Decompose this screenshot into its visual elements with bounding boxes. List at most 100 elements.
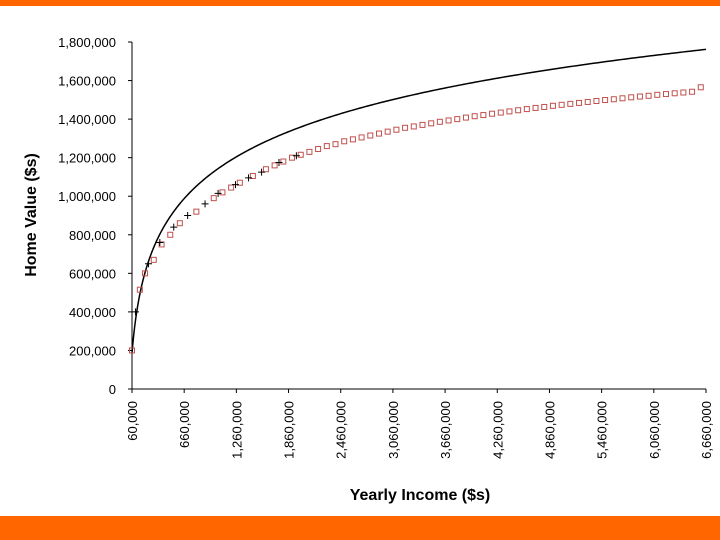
data-point <box>489 110 496 117</box>
data-point <box>358 134 365 141</box>
y-tick-label: 800,000 <box>69 228 116 243</box>
x-tick-label: 3,660,000 <box>438 401 453 459</box>
cross-point <box>156 238 164 246</box>
data-point <box>402 124 409 131</box>
data-point <box>176 220 183 227</box>
data-point <box>541 103 548 110</box>
data-point <box>271 162 278 169</box>
data-point <box>142 270 149 277</box>
data-point <box>280 158 287 165</box>
y-tick-label: 1,400,000 <box>58 112 116 127</box>
data-point <box>210 195 217 202</box>
y-tick-label: 200,000 <box>69 343 116 358</box>
cross-points <box>131 152 300 316</box>
data-point <box>671 90 678 97</box>
x-tick-label: 4,260,000 <box>490 401 505 459</box>
y-axis-title: Home Value ($s) <box>23 153 40 277</box>
data-point <box>654 91 661 98</box>
data-point <box>436 118 443 125</box>
cross-point <box>201 200 209 208</box>
bottom-accent-bar <box>0 516 720 540</box>
cross-point <box>184 212 192 219</box>
data-point <box>236 179 243 186</box>
data-point <box>219 189 226 196</box>
cross-point <box>131 308 139 316</box>
x-tick-label: 2,460,000 <box>334 401 349 459</box>
data-point <box>645 92 652 99</box>
data-point <box>636 93 643 100</box>
data-point <box>697 84 704 91</box>
data-point <box>584 98 591 105</box>
x-tick-label: 6,060,000 <box>647 401 662 459</box>
y-tick-label: 0 <box>109 382 116 397</box>
x-tick-label: 6,660,000 <box>699 401 714 459</box>
data-point <box>567 100 574 107</box>
y-tick-marks <box>128 41 132 390</box>
cross-point <box>214 189 222 197</box>
data-point <box>689 88 696 95</box>
data-point <box>680 89 687 96</box>
data-point <box>297 151 304 158</box>
data-point <box>454 116 461 123</box>
data-point <box>445 117 452 124</box>
data-point <box>532 104 539 111</box>
data-point <box>136 286 143 293</box>
cross-point <box>258 168 266 176</box>
x-tick-label: 3,060,000 <box>386 401 401 459</box>
y-tick-label: 1,800,000 <box>58 35 116 50</box>
data-point <box>228 184 235 191</box>
data-point <box>167 231 174 238</box>
data-point <box>619 95 626 102</box>
fitted-curve <box>131 48 707 354</box>
data-point <box>393 126 400 133</box>
data-point <box>419 121 426 128</box>
data-point <box>428 120 435 127</box>
cross-point <box>292 152 300 160</box>
data-point <box>375 130 382 137</box>
data-point <box>549 102 556 109</box>
data-point <box>593 97 600 104</box>
data-point <box>193 208 200 215</box>
data-point <box>306 148 313 155</box>
x-tick-label: 5,460,000 <box>595 401 610 459</box>
data-point <box>332 141 339 148</box>
data-point <box>602 97 609 104</box>
cross-point <box>275 158 283 166</box>
data-point <box>367 132 374 139</box>
x-tick-label: 4,860,000 <box>542 401 557 459</box>
data-point <box>497 109 504 116</box>
cross-point <box>170 223 178 231</box>
data-point <box>150 256 157 263</box>
data-point <box>289 154 296 161</box>
y-tick-labels: 0 200,000 400,000 600,000 800,000 1,000,000 1,… <box>58 35 116 397</box>
cross-point <box>145 260 153 268</box>
x-tick-label: 660,000 <box>177 401 192 448</box>
y-tick-label: 400,000 <box>69 305 116 320</box>
y-tick-label: 1,600,000 <box>58 74 116 89</box>
data-point <box>515 107 522 114</box>
data-point <box>349 136 356 143</box>
data-point <box>158 241 165 248</box>
data-point <box>249 172 256 179</box>
data-point <box>506 108 513 115</box>
cross-point <box>231 181 239 189</box>
data-point <box>410 123 417 130</box>
sample-points <box>129 84 704 354</box>
x-tick-label: 1,260,000 <box>229 401 244 459</box>
data-point <box>480 112 487 119</box>
data-point <box>628 94 635 101</box>
top-accent-bar <box>0 0 720 6</box>
y-tick-label: 1,200,000 <box>58 151 116 166</box>
x-axis-title: Yearly Income ($s) <box>350 487 491 504</box>
x-tick-label: 60,000 <box>125 401 140 441</box>
x-tick-label: 1,860,000 <box>282 401 297 459</box>
data-point <box>558 101 565 108</box>
x-tick-marks <box>131 389 707 393</box>
data-point <box>315 145 322 152</box>
data-point <box>523 106 530 113</box>
data-point <box>610 96 617 103</box>
data-point <box>384 128 391 135</box>
x-tick-labels: 60,000 660,000 1,260,000 1,860,000 2,460,000… <box>125 401 714 459</box>
y-tick-label: 1,000,000 <box>58 189 116 204</box>
